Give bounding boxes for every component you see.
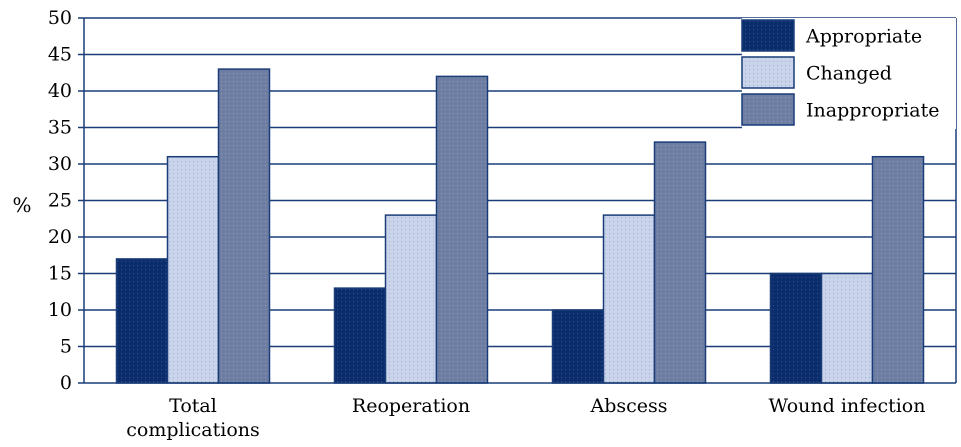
legend-swatch-changed — [741, 56, 795, 89]
y-tick-label: 15 — [48, 263, 72, 285]
legend: Appropriate Changed Inappropriate — [741, 18, 956, 129]
y-tick-label: 30 — [48, 153, 72, 175]
category-label: Total — [169, 395, 217, 417]
legend-label-inappropriate: Inappropriate — [806, 100, 939, 122]
bar-changed-4 — [820, 272, 874, 384]
category-label: complications — [126, 419, 260, 441]
category-label: Reoperation — [352, 395, 470, 417]
y-tick-label: 20 — [48, 226, 72, 248]
legend-label-appropriate: Appropriate — [805, 26, 922, 48]
bar-changed-1 — [166, 155, 220, 384]
legend-swatch-inappropriate — [741, 93, 795, 126]
bar-changed-3 — [602, 214, 656, 384]
y-tick-label: 0 — [60, 372, 72, 394]
y-tick-labels: 0 5 10 15 20 25 30 35 40 45 50 — [48, 7, 84, 394]
y-tick-label: 35 — [48, 117, 72, 139]
bar-appropriate-1 — [115, 258, 169, 384]
bar-inappropriate-2 — [435, 75, 489, 384]
bar-appropriate-2 — [333, 287, 387, 384]
bar-appropriate-3 — [551, 309, 605, 384]
legend-label-changed: Changed — [806, 63, 892, 85]
category-label: Wound infection — [769, 395, 926, 417]
bar-inappropriate-3 — [653, 141, 707, 384]
y-axis-label: % — [12, 193, 31, 217]
y-tick-label: 40 — [48, 80, 72, 102]
bar-inappropriate-1 — [217, 68, 271, 384]
y-tick-label: 10 — [48, 299, 72, 321]
y-tick-label: 25 — [48, 190, 72, 212]
legend-swatch-appropriate — [741, 19, 795, 52]
bar-changed-2 — [384, 214, 438, 384]
y-tick-label: 45 — [48, 44, 72, 66]
category-label: Abscess — [589, 395, 667, 417]
y-tick-label: 5 — [60, 336, 72, 358]
bar-inappropriate-4 — [871, 155, 925, 384]
bar-appropriate-4 — [769, 272, 823, 384]
y-tick-label: 50 — [48, 7, 72, 29]
